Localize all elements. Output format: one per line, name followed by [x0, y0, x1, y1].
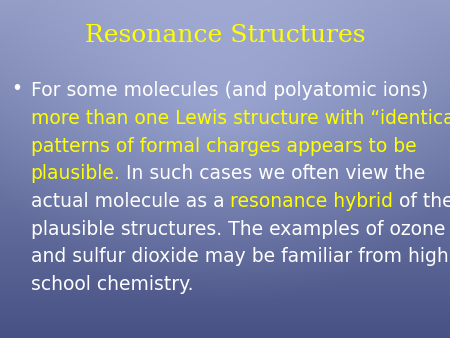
Text: more than one Lewis structure with “identical”: more than one Lewis structure with “iden…	[31, 109, 450, 128]
Text: school chemistry.: school chemistry.	[31, 275, 193, 294]
Text: Resonance Structures: Resonance Structures	[85, 24, 365, 47]
Text: patterns of formal charges appears to be: patterns of formal charges appears to be	[31, 137, 416, 155]
Text: and sulfur dioxide may be familiar from high: and sulfur dioxide may be familiar from …	[31, 247, 448, 266]
Text: of the: of the	[393, 192, 450, 211]
Text: actual molecule as a: actual molecule as a	[31, 192, 230, 211]
Text: plausible.: plausible.	[31, 164, 120, 183]
Text: •: •	[12, 79, 22, 98]
Text: For some molecules (and polyatomic ions): For some molecules (and polyatomic ions)	[31, 81, 428, 100]
Text: plausible structures. The examples of ozone: plausible structures. The examples of oz…	[31, 220, 445, 239]
Text: resonance hybrid: resonance hybrid	[230, 192, 393, 211]
Text: In such cases we often view the: In such cases we often view the	[120, 164, 426, 183]
